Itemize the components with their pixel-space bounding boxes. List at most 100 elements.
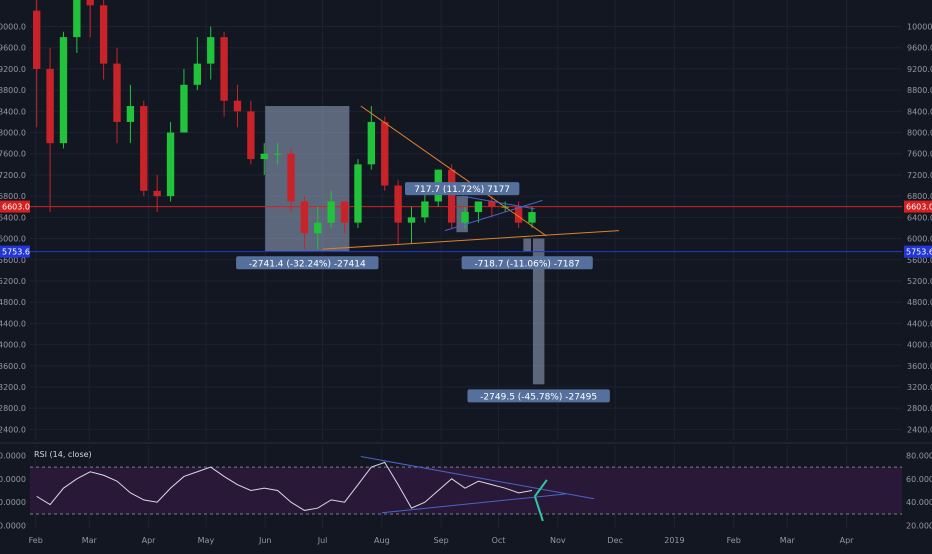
price-tick-label-left: 2400.0 <box>0 425 26 434</box>
candle-body <box>86 0 94 6</box>
time-tick-label: Feb <box>29 536 43 545</box>
price-badge: 6603.0 <box>906 203 932 212</box>
price-tick-label-left: 6000.0 <box>0 235 26 244</box>
candle-body <box>300 201 309 234</box>
time-tick-label: Apr <box>142 536 157 545</box>
price-tick-label-left: 9600.0 <box>0 44 26 53</box>
time-tick-label: Dec <box>607 536 622 545</box>
candle-body <box>421 201 429 218</box>
candle-body <box>46 68 54 144</box>
candle-body <box>273 153 282 155</box>
trendline <box>444 199 543 232</box>
candle-body <box>354 164 362 223</box>
price-tick-label: 3200.0 <box>907 383 932 392</box>
candle-body <box>73 0 81 38</box>
candle-body <box>99 5 108 64</box>
price-tick-label: 5200.0 <box>907 277 932 286</box>
price-badge-left: 5753.6 <box>2 248 30 257</box>
price-tick-label: 6800.0 <box>907 192 932 201</box>
time-tick-label: Oct <box>492 536 506 545</box>
price-badge-bg-left <box>0 245 30 258</box>
measure-box <box>523 238 532 252</box>
price-tick-label-left: 6800.0 <box>0 192 26 201</box>
price-tick-label: 7600.0 <box>907 150 932 159</box>
time-axis: Feb Mar Apr May Jun Jul Aug Sep Oct Nov Dec 2019 Feb… <box>29 536 855 545</box>
candle-body <box>340 201 349 223</box>
price-tick-label: 2800.0 <box>907 404 932 413</box>
rsi-trendline <box>360 456 595 500</box>
rsi-tick-label-left: 80.0000 <box>0 451 26 460</box>
price-tick-label: 10000.0 <box>907 23 932 32</box>
candle-body <box>33 10 41 69</box>
candle-body <box>59 37 68 144</box>
price-tick-label-left: 5600.0 <box>0 256 26 265</box>
price-badge-bg <box>904 200 932 213</box>
price-tick-label: 6000.0 <box>907 235 932 244</box>
price-tick-label-left: 4800.0 <box>0 298 26 307</box>
time-tick-label: May <box>198 536 215 545</box>
candlesticks <box>33 0 536 250</box>
measure-label: -2749.5 (-45.78%) -27495 <box>480 392 597 402</box>
candle-body <box>220 37 228 101</box>
candle-body <box>327 201 335 223</box>
trendline <box>360 105 547 237</box>
rsi-title: RSI (14, close) <box>34 450 92 459</box>
price-tick-label-left: 6400.0 <box>0 213 26 222</box>
price-tick-label: 3600.0 <box>907 362 932 371</box>
price-tick-label: 4400.0 <box>907 319 932 328</box>
time-tick-label: Mar <box>82 536 98 545</box>
candle-body <box>488 201 496 207</box>
price-tick-label-left: 8800.0 <box>0 86 26 95</box>
price-tick-label: 9200.0 <box>907 65 932 74</box>
measure-label-bg <box>461 256 593 270</box>
candle-body <box>287 153 295 202</box>
measure-labels: -2741.4 (-32.24%) -27414 717.7 (11.72%) 7… <box>236 182 610 403</box>
price-tick-label: 6400.0 <box>907 213 932 222</box>
price-axis: 10000.0 9600.0 9200.0 8800.0 8400.0 8000.0 760… <box>0 23 932 434</box>
price-tick-label: 8000.0 <box>907 129 932 138</box>
price-tick-label: 5600.0 <box>907 256 932 265</box>
price-tick-label: 8400.0 <box>907 107 932 116</box>
time-tick-label: Apr <box>840 536 855 545</box>
price-tick-label-left: 3600.0 <box>0 362 26 371</box>
grid-lines <box>30 0 902 528</box>
candle-body <box>394 185 402 223</box>
candle-body <box>207 37 215 64</box>
candle-body <box>474 201 483 213</box>
price-tick-label: 4000.0 <box>907 341 932 350</box>
rsi-tick-label: 80.0000 <box>906 451 932 460</box>
down-arrow-icon <box>533 496 544 522</box>
price-tick-label-left: 7600.0 <box>0 150 26 159</box>
candle-body <box>528 212 536 223</box>
up-arrow-icon <box>534 479 548 497</box>
measure-label-bg <box>467 389 610 403</box>
price-tick-label-left: 9200.0 <box>0 65 26 74</box>
candle-body <box>260 153 268 160</box>
candle-body <box>514 206 523 223</box>
rsi-band <box>30 467 902 514</box>
price-badge-left: 6603.0 <box>2 203 30 212</box>
price-tick-label: 8800.0 <box>907 86 932 95</box>
candle-body <box>140 106 148 191</box>
rsi-tick-label-left: 20.0000 <box>0 522 26 531</box>
measure-label: 717.7 (11.72%) 7177 <box>414 185 510 195</box>
trendline <box>462 195 535 210</box>
rsi-tick-label: 20.0000 <box>906 522 932 531</box>
price-tick-label-left: 8000.0 <box>0 129 26 138</box>
price-badge-bg-left <box>0 200 30 213</box>
price-tick-label-left: 3200.0 <box>0 383 26 392</box>
price-tick-label: 4800.0 <box>907 298 932 307</box>
candle-body <box>247 111 255 160</box>
price-badge: 5753.6 <box>906 248 932 257</box>
measure-box <box>532 238 545 385</box>
candle-body <box>314 222 322 234</box>
time-tick-label: Nov <box>550 536 566 545</box>
measure-label: -718.7 (-11.06%) -7187 <box>474 259 579 269</box>
candle-body <box>447 169 456 223</box>
rsi-tick-label-left: 40.0000 <box>0 498 26 507</box>
measure-label: -2741.4 (-32.24%) -27414 <box>249 259 366 269</box>
price-tick-label: 7200.0 <box>907 171 932 180</box>
candle-body <box>233 100 242 112</box>
